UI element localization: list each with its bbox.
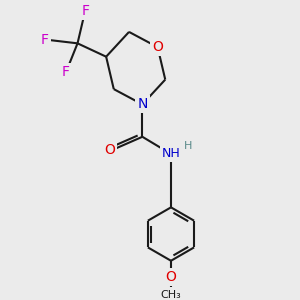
- Text: O: O: [152, 40, 163, 54]
- Text: F: F: [81, 4, 89, 18]
- Text: H: H: [184, 141, 192, 151]
- Text: CH₃: CH₃: [160, 290, 182, 300]
- Text: F: F: [41, 32, 49, 46]
- Text: NH: NH: [162, 148, 180, 160]
- Text: F: F: [62, 65, 70, 79]
- Text: N: N: [137, 98, 148, 111]
- Text: O: O: [166, 270, 176, 284]
- Text: O: O: [104, 143, 116, 157]
